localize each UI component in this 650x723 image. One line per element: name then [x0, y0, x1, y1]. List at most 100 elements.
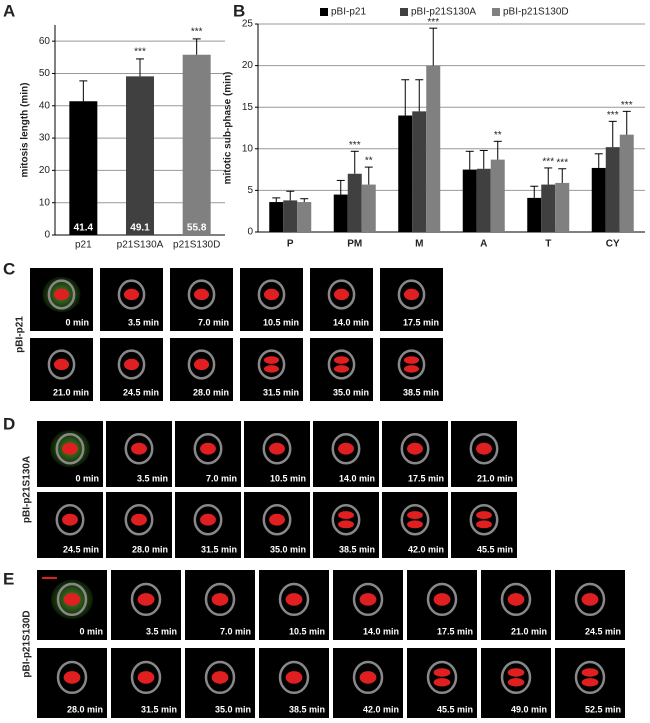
chromatin: [476, 520, 492, 529]
chromatin: [333, 288, 350, 301]
time-label: 0 min: [65, 317, 89, 327]
time-label: 35.0 min: [333, 387, 369, 397]
panel-letter: B: [233, 1, 245, 20]
value-label: 55.8: [187, 223, 207, 234]
chromatin: [433, 593, 451, 606]
legend-label: pBI-p21S130A: [411, 7, 476, 18]
chromatin: [507, 668, 525, 677]
chromatin: [476, 442, 492, 455]
cell-outline: [397, 279, 426, 310]
cell-outline: [426, 582, 458, 617]
cell-outline: [187, 279, 216, 310]
chromatin: [581, 678, 599, 687]
bar: [347, 173, 362, 232]
time-label: 10.5 min: [270, 473, 306, 483]
chromatin: [476, 511, 492, 520]
time-label: 31.5 min: [141, 704, 177, 714]
time-label: 28.0 min: [67, 704, 103, 714]
time-label: 0 min: [75, 473, 99, 483]
time-label: 3.5 min: [128, 317, 159, 327]
chromatin: [62, 513, 78, 526]
time-label: 28.0 min: [193, 387, 229, 397]
cell-outline: [47, 279, 76, 310]
chromatin: [407, 511, 423, 520]
bar: [333, 194, 348, 232]
time-label: 10.5 min: [289, 626, 325, 636]
significance: ***: [349, 140, 361, 151]
legend-swatch: [492, 8, 500, 16]
time-label: 24.5 min: [585, 626, 621, 636]
cell-outline: [55, 432, 85, 465]
chromatin: [407, 520, 423, 529]
cell-outline: [500, 660, 532, 695]
bar: [619, 134, 634, 232]
chromatin: [433, 678, 451, 687]
chromatin: [285, 671, 303, 684]
y-axis-label: mitotic sub-phase (min): [223, 72, 234, 185]
bar: [69, 101, 98, 235]
x-tick-label: PM: [347, 239, 362, 250]
time-label: 35.0 min: [215, 704, 251, 714]
panel-letter: C: [3, 259, 15, 278]
time-label: 21.0 min: [53, 387, 89, 397]
chromatin: [137, 593, 155, 606]
bar: [555, 182, 570, 232]
bar: [182, 54, 211, 235]
legend-label: pBI-p21S130D: [503, 7, 569, 18]
cell-outline: [352, 582, 384, 617]
chromatin: [507, 678, 525, 687]
cell-outline: [278, 660, 310, 695]
y-tick-label: 50: [39, 68, 51, 79]
chromatin: [193, 358, 210, 371]
bar: [605, 147, 620, 232]
chromatin: [403, 365, 420, 373]
legend-swatch: [400, 8, 408, 16]
time-label: 21.0 min: [511, 626, 547, 636]
significance: ***: [427, 17, 439, 28]
significance: ***: [542, 157, 554, 168]
time-label: 52.5 min: [585, 704, 621, 714]
chromatin: [123, 288, 140, 301]
chromatin: [359, 593, 377, 606]
bar: [541, 184, 556, 232]
cell-outline: [193, 432, 223, 465]
cell-outline: [469, 503, 499, 536]
time-label: 14.0 min: [363, 626, 399, 636]
cell-outline: [257, 349, 286, 380]
bar: [297, 202, 312, 232]
y-tick-label: 0: [247, 227, 253, 238]
time-label: 0 min: [79, 626, 103, 636]
time-label: 24.5 min: [123, 387, 159, 397]
y-tick-label: 20: [242, 60, 254, 71]
time-label: 17.5 min: [403, 317, 439, 327]
time-label: 42.0 min: [363, 704, 399, 714]
bar: [426, 65, 441, 232]
cell-outline: [327, 279, 356, 310]
value-label: 41.4: [74, 223, 94, 234]
chromatin: [53, 288, 70, 301]
chromatin: [407, 442, 423, 455]
cell-outline: [117, 279, 146, 310]
cell-outline: [204, 660, 236, 695]
cell-outline: [262, 432, 292, 465]
cell-outline: [193, 503, 223, 536]
cell-outline: [574, 582, 606, 617]
time-label: 17.5 min: [408, 473, 444, 483]
cell-outline: [426, 660, 458, 695]
chromatin: [63, 593, 81, 606]
y-tick-label: 15: [242, 102, 254, 113]
y-tick-label: 10: [39, 197, 51, 208]
time-label: 35.0 min: [270, 544, 306, 554]
significance: **: [365, 156, 373, 167]
chromatin: [62, 442, 78, 455]
x-tick-label: T: [545, 239, 551, 250]
cell-outline: [469, 432, 499, 465]
time-label: 45.5 min: [477, 544, 513, 554]
x-tick-label: CY: [606, 239, 620, 250]
cell-outline: [500, 582, 532, 617]
bar: [412, 111, 427, 232]
significance: ***: [556, 157, 568, 168]
cell-outline: [397, 349, 426, 380]
bar: [462, 169, 477, 232]
